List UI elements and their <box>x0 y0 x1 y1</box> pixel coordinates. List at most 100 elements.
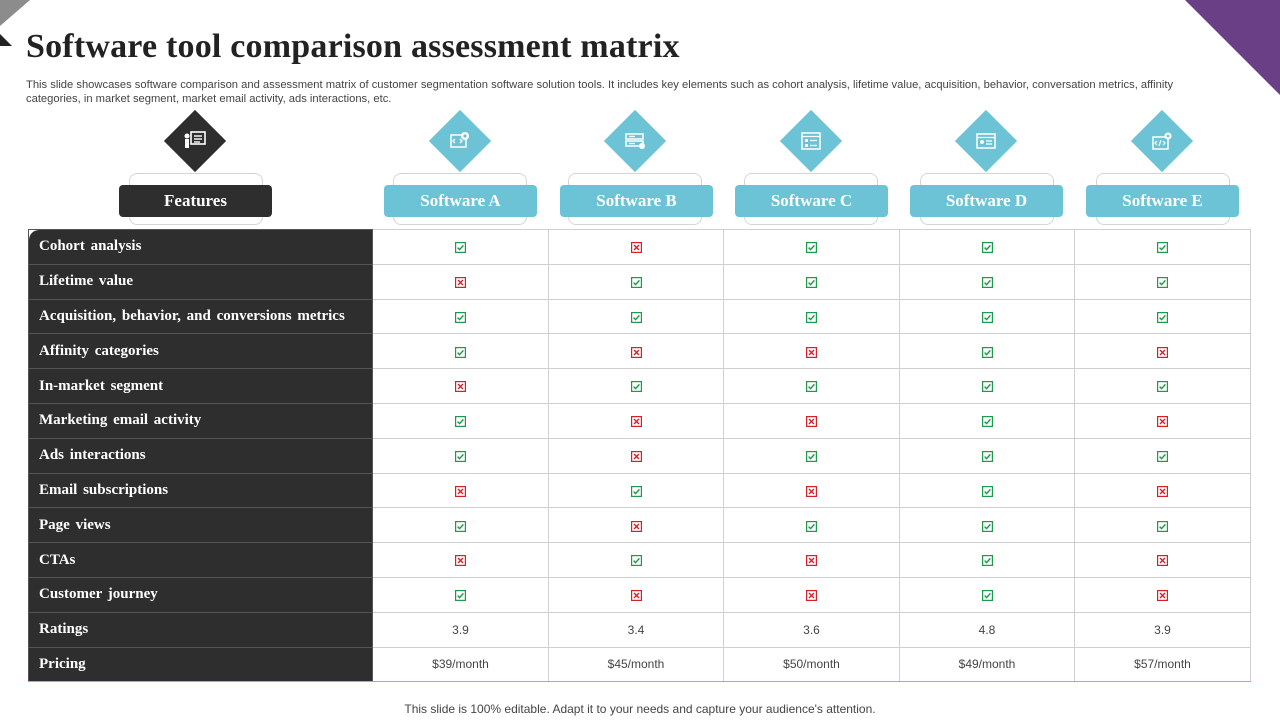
software-e-header: Software E <box>1086 185 1239 217</box>
check-icon <box>806 311 818 323</box>
feature-label: In-market segment <box>28 368 373 404</box>
matrix-cell <box>548 298 724 335</box>
cross-icon <box>806 555 818 567</box>
check-icon <box>981 451 993 463</box>
matrix-cell <box>899 368 1075 404</box>
check-icon <box>981 416 993 428</box>
check-icon <box>981 485 993 497</box>
cross-icon <box>455 555 467 567</box>
matrix-cell <box>723 437 900 474</box>
cross-icon <box>630 242 642 254</box>
check-icon <box>981 381 993 393</box>
checklist-window-icon <box>779 109 843 173</box>
matrix-cell <box>899 576 1075 613</box>
check-icon <box>1157 520 1169 532</box>
cross-icon <box>806 590 818 602</box>
matrix-cell <box>723 402 900 439</box>
rating-value: 3.9 <box>372 611 549 648</box>
matrix-cell <box>372 368 549 404</box>
check-icon <box>630 485 642 497</box>
cross-icon <box>630 451 642 463</box>
table-row: Cohort analysis <box>28 229 1251 265</box>
matrix-cell <box>1074 542 1251 578</box>
matrix-cell <box>723 298 900 335</box>
matrix-cell <box>899 263 1075 300</box>
feature-label: Page views <box>28 507 373 544</box>
rating-value: 3.9 <box>1074 611 1251 648</box>
check-icon <box>806 520 818 532</box>
corner-decoration-top-left <box>0 0 30 26</box>
matrix-cell <box>548 402 724 439</box>
table-row: Pricing $39/month $45/month $50/month $49/mo… <box>28 646 1251 683</box>
price-value: $39/month <box>372 646 549 683</box>
check-icon <box>806 277 818 289</box>
matrix-cell <box>372 263 549 300</box>
table-row: Customer journey <box>28 576 1251 613</box>
check-icon <box>455 346 467 358</box>
cross-icon <box>806 485 818 497</box>
check-icon <box>806 451 818 463</box>
check-icon <box>981 242 993 254</box>
presentation-board-icon <box>163 109 227 173</box>
server-settings-icon <box>603 109 667 173</box>
matrix-cell <box>548 507 724 544</box>
matrix-cell <box>548 229 724 265</box>
matrix-cell <box>1074 298 1251 335</box>
check-icon <box>1157 277 1169 289</box>
cross-icon <box>630 590 642 602</box>
price-value: $50/month <box>723 646 900 683</box>
matrix-cell <box>372 333 549 370</box>
matrix-cell <box>1074 368 1251 404</box>
check-icon <box>981 555 993 567</box>
code-settings-icon <box>1130 109 1194 173</box>
cross-icon <box>1157 555 1169 567</box>
check-icon <box>1157 242 1169 254</box>
check-icon <box>1157 311 1169 323</box>
matrix-cell <box>372 472 549 509</box>
matrix-cell <box>372 576 549 613</box>
check-icon <box>630 555 642 567</box>
check-icon <box>630 311 642 323</box>
check-icon <box>455 451 467 463</box>
matrix-cell <box>1074 402 1251 439</box>
corner-decoration-top-right <box>1185 0 1280 95</box>
check-icon <box>981 311 993 323</box>
matrix-cell <box>723 368 900 404</box>
feature-label: Ratings <box>28 611 373 648</box>
slide-title: Software tool comparison assessment matr… <box>26 28 680 65</box>
matrix-cell <box>372 229 549 265</box>
matrix-cell <box>372 437 549 474</box>
check-icon <box>455 416 467 428</box>
feature-label: Acquisition, behavior, and conversions m… <box>28 298 373 335</box>
cross-icon <box>630 520 642 532</box>
feature-label: Cohort analysis <box>28 229 373 265</box>
rating-value: 3.4 <box>548 611 724 648</box>
gear-code-icon <box>428 109 492 173</box>
feature-label: Lifetime value <box>28 263 373 300</box>
feature-label: Customer journey <box>28 576 373 613</box>
cross-icon <box>630 416 642 428</box>
software-d-header: Software D <box>910 185 1063 217</box>
table-row: Page views <box>28 507 1251 544</box>
software-b-header: Software B <box>560 185 713 217</box>
comparison-matrix: Cohort analysis Lifetime value Acquisition… <box>28 229 1251 683</box>
rating-value: 4.8 <box>899 611 1075 648</box>
check-icon <box>1157 381 1169 393</box>
table-row: CTAs <box>28 542 1251 578</box>
matrix-cell <box>548 542 724 578</box>
matrix-cell <box>548 263 724 300</box>
matrix-cell <box>548 368 724 404</box>
check-icon <box>455 520 467 532</box>
cross-icon <box>1157 485 1169 497</box>
matrix-cell <box>372 507 549 544</box>
matrix-cell <box>1074 507 1251 544</box>
table-row: Acquisition, behavior, and conversions m… <box>28 298 1251 335</box>
check-icon <box>630 381 642 393</box>
check-icon <box>630 277 642 289</box>
browser-window-icon <box>954 109 1018 173</box>
feature-label: Pricing <box>28 646 373 683</box>
price-value: $49/month <box>899 646 1075 683</box>
check-icon <box>806 381 818 393</box>
cross-icon <box>455 485 467 497</box>
table-row: Ratings 3.9 3.4 3.6 4.8 3.9 <box>28 611 1251 648</box>
